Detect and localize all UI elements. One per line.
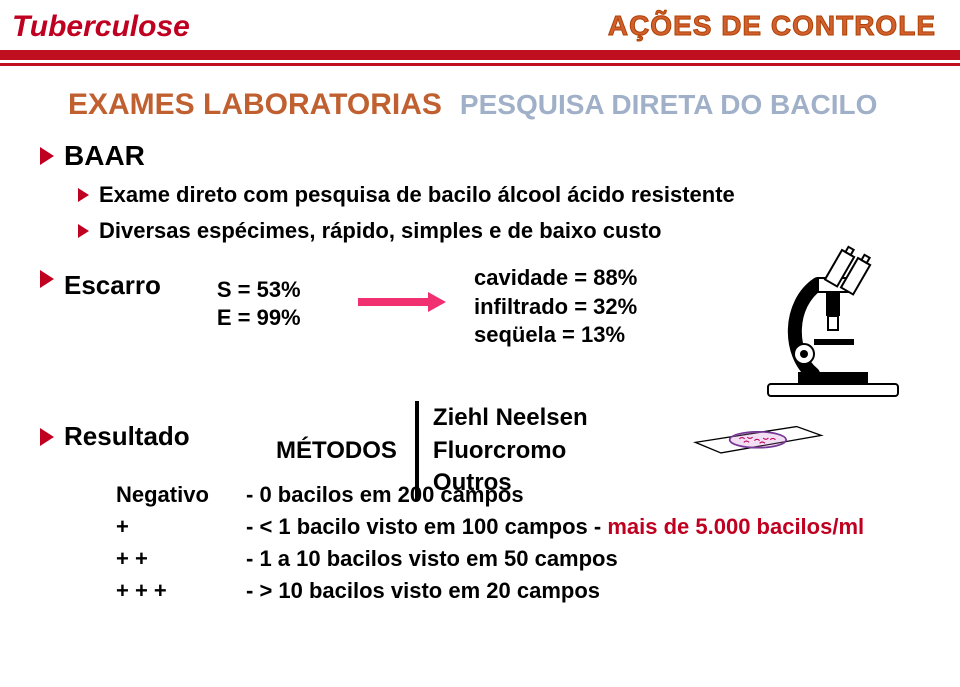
subheading-part1: EXAMES LABORATORIAS: [68, 88, 442, 122]
row-val: - 1 a 10 bacilos visto em 50 campos: [246, 546, 618, 572]
e-value: E = 99%: [217, 304, 301, 332]
vertical-divider: [415, 401, 419, 501]
metodos-block: MÉTODOS Ziehl Neelsen Fluorcromo Outros: [276, 401, 588, 501]
subheading: EXAMES LABORATORIAS PESQUISA DIRETA DO B…: [68, 88, 912, 122]
baar-row: BAAR: [40, 140, 912, 172]
table-row: + + + - > 10 bacilos visto em 20 campos: [116, 578, 912, 604]
baar-label: BAAR: [64, 140, 145, 172]
row-val: - < 1 bacilo visto em 100 campos - mais …: [246, 514, 864, 540]
resultado-label: Resultado: [64, 421, 190, 452]
infiltrado-value: infiltrado = 32%: [474, 293, 637, 322]
line-2-text: Diversas espécimes, rápido, simples e de…: [99, 218, 661, 244]
sequela-value: seqüela = 13%: [474, 321, 637, 350]
slide-icon: [682, 416, 832, 460]
line-1: Exame direto com pesquisa de bacilo álco…: [78, 182, 912, 208]
page-title-right: AÇÕES DE CONTROLE: [608, 10, 936, 42]
row-val: - > 10 bacilos visto em 20 campos: [246, 578, 600, 604]
arrow-icon: [358, 292, 446, 312]
chevron-icon: [40, 270, 54, 288]
cavidade-value: cavidade = 88%: [474, 264, 637, 293]
row-key: + +: [116, 546, 246, 572]
table-row: + + - 1 a 10 bacilos visto em 50 campos: [116, 546, 912, 572]
metodo-outros: Outros: [433, 467, 588, 499]
microscope-icon: [758, 244, 908, 404]
chevron-icon: [40, 428, 54, 446]
metodo-ziehl: Ziehl Neelsen: [433, 402, 588, 434]
cavidade-block: cavidade = 88% infiltrado = 32% seqüela …: [474, 264, 637, 350]
chevron-icon: [78, 188, 89, 202]
row-key: +: [116, 514, 246, 540]
page-title-left: Tuberculose: [12, 10, 190, 44]
line-1-text: Exame direto com pesquisa de bacilo álco…: [99, 182, 735, 208]
row-key: Negativo: [116, 482, 246, 508]
line-2: Diversas espécimes, rápido, simples e de…: [78, 218, 912, 244]
sensitivity-values: S = 53% E = 99%: [217, 276, 301, 331]
chevron-icon: [78, 224, 89, 238]
metodos-label: MÉTODOS: [276, 437, 397, 465]
header-divider: [0, 50, 960, 66]
escarro-label: Escarro: [64, 270, 161, 301]
subheading-part2: PESQUISA DIRETA DO BACILO: [460, 89, 877, 121]
metodo-fluorcromo: Fluorcromo: [433, 435, 588, 467]
row-key: + + +: [116, 578, 246, 604]
table-row: + - < 1 bacilo visto em 100 campos - mai…: [116, 514, 912, 540]
s-value: S = 53%: [217, 276, 301, 304]
chevron-icon: [40, 147, 54, 165]
row-highlight: mais de 5.000 bacilos/ml: [607, 514, 864, 539]
